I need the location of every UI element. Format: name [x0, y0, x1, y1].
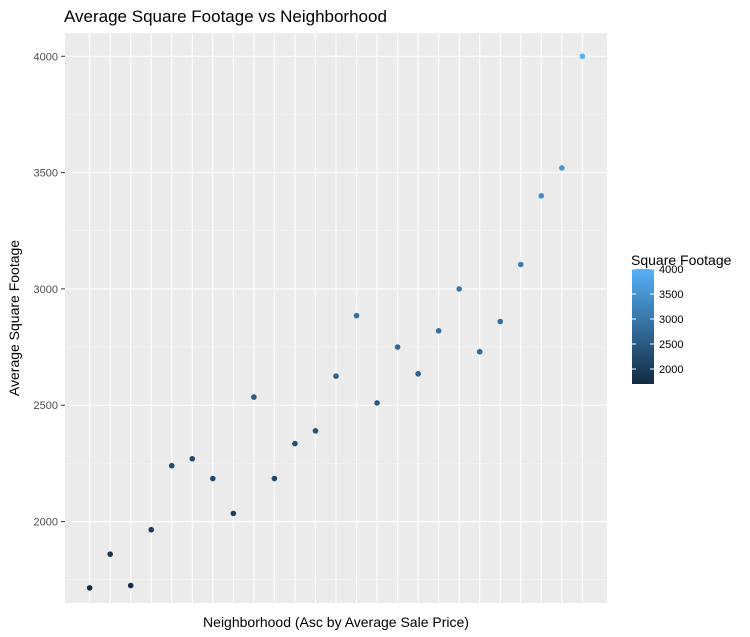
y-tick-label: 3500 — [34, 168, 58, 180]
data-point — [168, 462, 175, 469]
data-point — [333, 373, 339, 379]
data-point — [394, 344, 401, 350]
legend-title: Square Footage — [631, 252, 732, 268]
data-point — [353, 312, 360, 319]
data-point — [148, 526, 155, 533]
legend-tick-label: 3000 — [659, 314, 683, 326]
data-point — [579, 53, 586, 60]
y-tick-label: 2500 — [34, 400, 58, 412]
legend-colorbar — [632, 269, 654, 384]
data-point — [292, 440, 298, 447]
data-point — [517, 261, 524, 268]
color-legend: Square Footage 2000 2500 3000 3500 4000 — [631, 252, 732, 384]
legend-tick-label: 3500 — [659, 289, 683, 301]
data-point — [230, 510, 237, 517]
data-point — [476, 348, 483, 355]
grid-lines — [65, 33, 607, 603]
data-point — [86, 585, 93, 591]
chart-title: Average Square Footage vs Neighborhood — [64, 7, 387, 26]
data-point — [107, 551, 113, 557]
data-point — [127, 582, 134, 589]
data-point — [456, 286, 462, 292]
data-point — [497, 318, 504, 325]
y-tick-label: 2000 — [34, 517, 58, 529]
data-point — [415, 371, 421, 377]
legend-ticks: 2000 2500 3000 3500 4000 — [632, 264, 683, 376]
y-tick-label: 3000 — [34, 284, 58, 296]
data-point — [312, 428, 319, 434]
data-point — [538, 193, 545, 199]
data-point — [210, 475, 216, 482]
data-points — [86, 53, 586, 591]
y-tick-label: 4000 — [34, 51, 58, 63]
legend-tick-label: 2000 — [659, 364, 683, 376]
data-point — [435, 327, 442, 334]
legend-tick-label: 4000 — [659, 264, 683, 276]
y-axis-title: Average Square Footage — [6, 240, 22, 396]
data-point — [189, 455, 196, 462]
data-point — [251, 394, 257, 400]
data-point — [559, 165, 565, 171]
x-axis-title: Neighborhood (Asc by Average Sale Price) — [203, 614, 469, 630]
legend-tick-label: 2500 — [659, 339, 683, 351]
y-axis-ticks: 2000 2500 3000 3500 4000 — [34, 51, 65, 529]
data-point — [374, 400, 380, 406]
data-point — [271, 475, 278, 482]
